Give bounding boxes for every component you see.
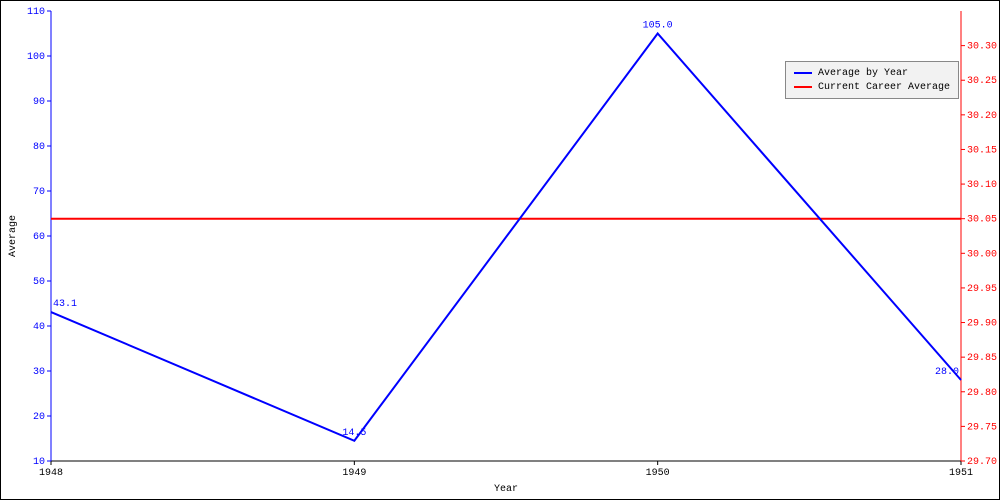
y-right-tick-label: 30.25 (967, 76, 997, 87)
y-left-tick-label: 90 (33, 97, 45, 108)
data-point-label: 14.5 (342, 428, 366, 439)
x-tick-label: 1951 (949, 468, 973, 479)
legend-swatch-icon (794, 86, 812, 88)
x-tick-label: 1948 (39, 468, 63, 479)
y-right-tick-label: 29.95 (967, 284, 997, 295)
data-point-label: 28.0 (935, 367, 959, 378)
y-right-tick-label: 30.05 (967, 215, 997, 226)
y-right-tick-label: 29.80 (967, 388, 997, 399)
legend-item: Current Career Average (794, 80, 950, 94)
y-left-tick-label: 50 (33, 277, 45, 288)
legend-item: Average by Year (794, 66, 950, 80)
legend-label: Current Career Average (818, 82, 950, 93)
y-left-tick-label: 10 (33, 457, 45, 468)
y-left-tick-label: 70 (33, 187, 45, 198)
y-left-tick-label: 40 (33, 322, 45, 333)
legend-swatch-icon (794, 72, 812, 74)
y-right-tick-label: 29.75 (967, 422, 997, 433)
y-left-tick-label: 100 (27, 52, 45, 63)
y-left-axis-title: Average (8, 215, 19, 257)
x-tick-label: 1949 (342, 468, 366, 479)
data-point-label: 43.1 (53, 299, 77, 310)
data-point-label: 105.0 (643, 21, 673, 32)
x-axis-title: Year (494, 484, 518, 495)
y-right-tick-label: 29.70 (967, 457, 997, 468)
y-left-tick-label: 20 (33, 412, 45, 423)
y-left-tick-label: 60 (33, 232, 45, 243)
chart-container: 1948 1949 1950 1951 Year 10 20 30 40 50 60 70 80 90 10… (0, 0, 1000, 500)
y-right-tick-label: 30.00 (967, 249, 997, 260)
y-right-tick-label: 30.10 (967, 180, 997, 191)
legend: Average by Year Current Career Average (785, 61, 959, 99)
y-right-tick-label: 29.90 (967, 319, 997, 330)
y-right-tick-label: 30.30 (967, 42, 997, 53)
legend-label: Average by Year (818, 68, 908, 79)
y-left-tick-label: 30 (33, 367, 45, 378)
y-left-tick-label: 110 (27, 7, 45, 18)
y-right-tick-label: 29.85 (967, 353, 997, 364)
y-right-tick-label: 30.20 (967, 111, 997, 122)
y-left-tick-label: 80 (33, 142, 45, 153)
x-tick-label: 1950 (646, 468, 670, 479)
y-right-tick-label: 30.15 (967, 145, 997, 156)
